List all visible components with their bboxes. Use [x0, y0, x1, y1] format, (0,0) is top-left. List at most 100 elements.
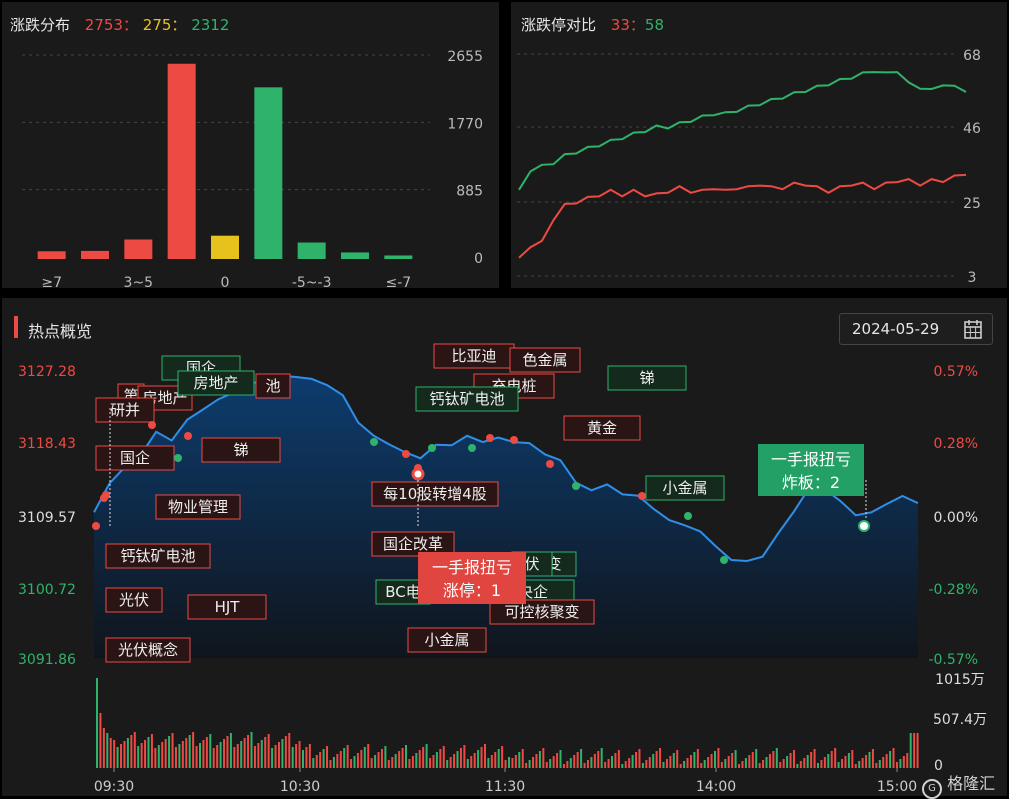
card-box[interactable] [758, 444, 864, 496]
watermark: G 格隆汇 [922, 770, 995, 799]
tag-box[interactable] [95, 397, 155, 423]
tag-box[interactable] [177, 370, 255, 396]
event-dot [148, 421, 156, 429]
volume-bar [161, 742, 164, 768]
volume-bar [652, 754, 655, 768]
calendar-icon[interactable] [964, 319, 982, 339]
flat-count: 275 [142, 16, 172, 34]
hot-tag[interactable]: 小金属 [645, 475, 725, 501]
tag-box[interactable] [105, 543, 211, 569]
tag-box[interactable] [563, 415, 641, 441]
volume-bar [727, 756, 730, 768]
hot-tag[interactable]: 黄金 [563, 415, 641, 441]
volume-bar [291, 747, 294, 768]
tag-box[interactable] [645, 475, 725, 501]
volume-bar [525, 763, 528, 768]
tag-box[interactable] [187, 594, 267, 620]
volume-bar [528, 760, 531, 768]
date-text: 2024-05-29 [852, 320, 940, 338]
hot-tag[interactable]: 钙钛矿电池 [105, 543, 211, 569]
volume-bar [133, 732, 136, 768]
tag-box[interactable] [407, 627, 487, 653]
tag-box[interactable] [371, 481, 499, 507]
hot-tag[interactable]: 国企改革 [371, 531, 455, 557]
tag-box[interactable] [433, 343, 515, 369]
volume-bar [552, 756, 555, 768]
volume-bar [380, 749, 383, 768]
hot-tag[interactable]: 国企 [95, 445, 175, 471]
hot-tag[interactable]: 比亚迪 [433, 343, 515, 369]
event-dot [638, 492, 646, 500]
volume-bar [504, 760, 507, 768]
hot-tag[interactable]: 锑 [201, 437, 281, 463]
tag-box[interactable] [415, 386, 519, 412]
volume-bar [538, 751, 541, 768]
volume-bar [408, 759, 411, 768]
event-dot [370, 438, 378, 446]
volume-bar [775, 748, 778, 768]
x-tick-label: 14:00 [696, 779, 736, 795]
volume-bar [607, 759, 610, 768]
volume-bar [676, 750, 679, 768]
tag-box[interactable] [255, 373, 291, 399]
volume-bar [473, 753, 476, 768]
tag-box[interactable] [509, 347, 581, 373]
tag-box[interactable] [105, 587, 163, 613]
bar [297, 242, 326, 259]
price-area [94, 375, 918, 658]
tag-label: 比亚迪 [451, 347, 496, 365]
hot-tag[interactable]: 锑 [607, 365, 687, 391]
tag-box[interactable] [371, 531, 455, 557]
hot-tag[interactable]: 房地产 [177, 370, 255, 396]
volume-bar [851, 750, 854, 768]
card-box[interactable] [418, 552, 526, 604]
hot-tag[interactable]: 色金属 [509, 347, 581, 373]
y-tick-label: 46 [963, 121, 981, 137]
y-tick-label: 25 [963, 196, 981, 212]
volume-bar [284, 736, 287, 768]
volume-bar [126, 738, 129, 768]
volume-bar [679, 764, 682, 768]
bar [341, 252, 369, 259]
volume-bar [611, 756, 613, 768]
tag-box[interactable] [95, 445, 175, 471]
tag-box[interactable] [105, 637, 191, 663]
volume-bar [532, 757, 535, 768]
y-tick-label: 3 [968, 270, 977, 286]
bar [81, 250, 109, 259]
sep: ： [629, 16, 645, 34]
volume-bar [837, 762, 840, 768]
hot-tag[interactable]: HJT [187, 594, 267, 620]
event-dot [92, 522, 100, 530]
card-sub: 涨停：1 [443, 581, 501, 600]
date-picker[interactable]: 2024-05-29 [839, 313, 993, 345]
volume-bar [871, 749, 874, 768]
volume-bar [545, 762, 548, 768]
hot-tag[interactable]: 每10股转增4股 [371, 481, 499, 507]
hot-tag[interactable]: 研并 [95, 397, 155, 423]
volume-bar [370, 758, 373, 768]
volume-bar [789, 753, 792, 768]
volume-bar [377, 752, 380, 768]
hot-tag[interactable]: 光伏概念 [105, 637, 191, 663]
event-dot [720, 556, 728, 564]
hot-tag[interactable]: 小金属 [407, 627, 487, 653]
hot-tag[interactable]: 钙钛矿电池 [415, 386, 519, 412]
volume-bar [861, 758, 864, 768]
volume-bar [422, 747, 425, 768]
tag-box[interactable] [607, 365, 687, 391]
hot-tag[interactable]: 池 [255, 373, 291, 399]
volume-bar [181, 741, 184, 768]
limit-panel: 涨跌停对比 33：58 68 46 25 3 [511, 2, 1007, 288]
tag-box[interactable] [201, 437, 281, 463]
hot-tag[interactable]: 物业管理 [155, 494, 241, 520]
hot-tag[interactable]: 光伏 [105, 587, 163, 613]
volume-bar [889, 751, 892, 768]
volume-bar [669, 756, 672, 768]
volume-bar [772, 751, 775, 768]
tag-label: 光伏 [119, 591, 149, 609]
volume-bar [648, 757, 651, 768]
tag-box[interactable] [155, 494, 241, 520]
